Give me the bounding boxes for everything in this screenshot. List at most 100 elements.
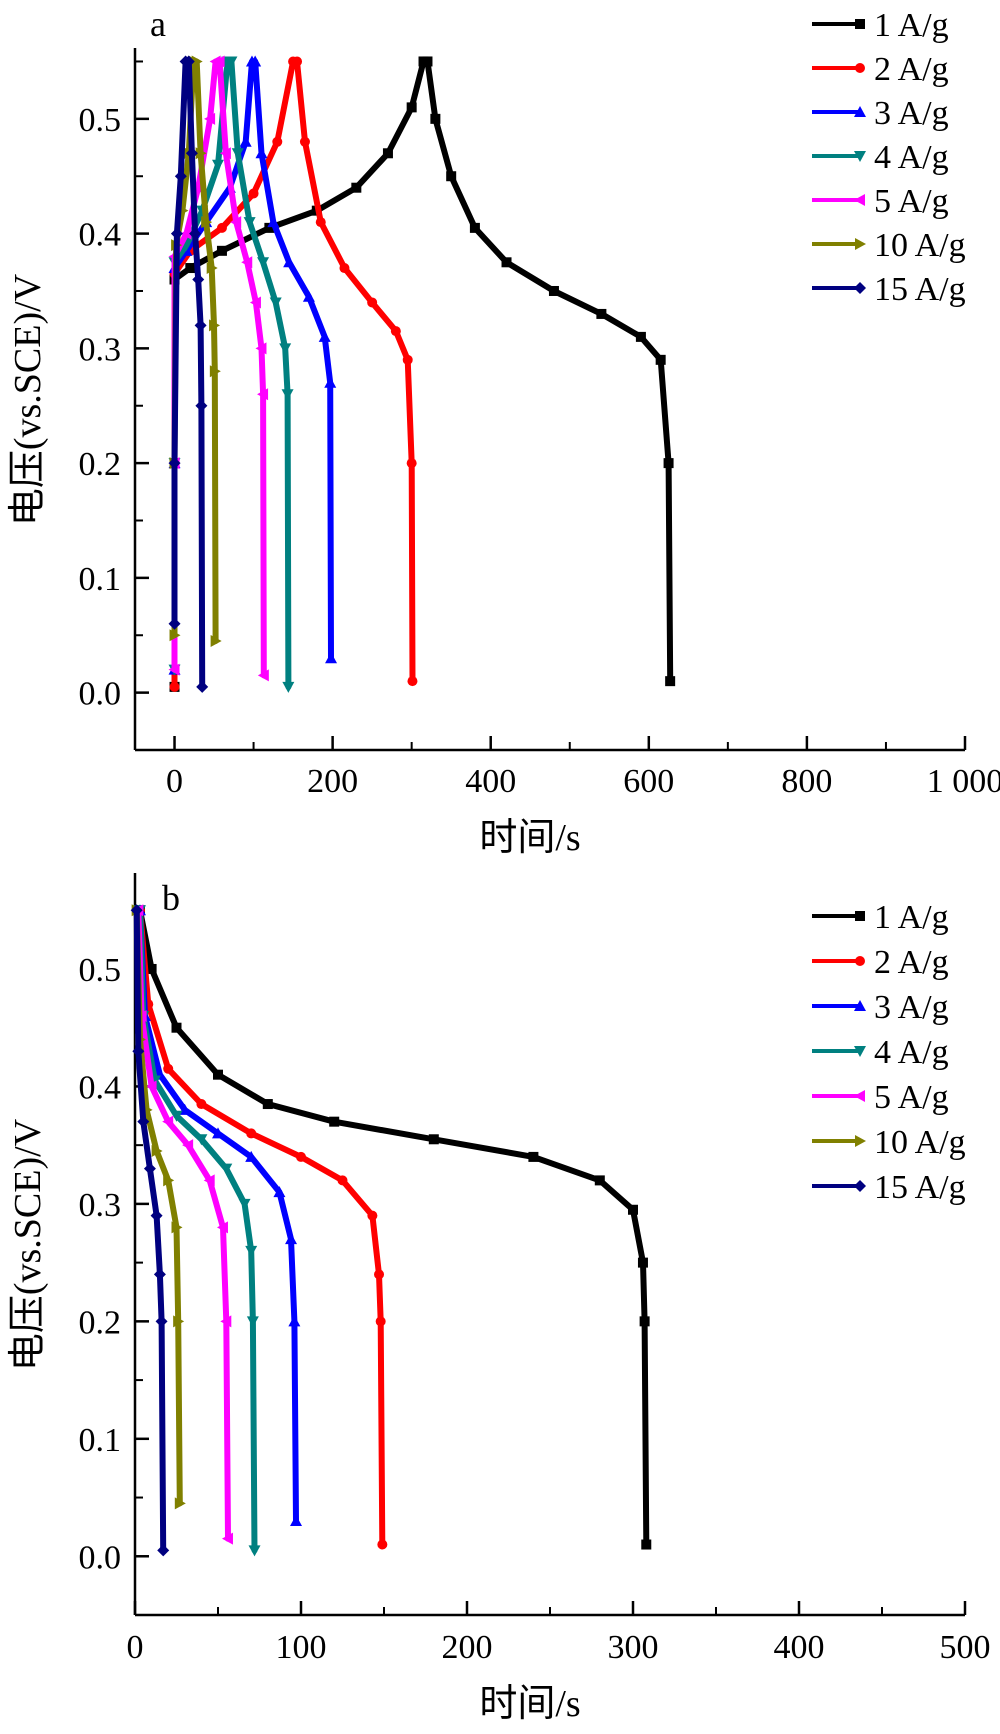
data-point <box>255 342 267 355</box>
data-point <box>180 227 192 240</box>
panel-label: b <box>162 878 180 918</box>
x-tick-label: 400 <box>465 763 516 800</box>
legend-entry: 4 A/g <box>812 139 949 176</box>
legend-label: 2 A/g <box>874 51 949 88</box>
data-point <box>171 1022 182 1033</box>
data-point <box>243 217 256 229</box>
legend-entry: 3 A/g <box>812 95 949 132</box>
data-point <box>665 676 676 687</box>
data-point <box>375 1316 386 1327</box>
data-point <box>639 1316 650 1327</box>
data-point <box>182 1139 194 1152</box>
series-line <box>137 907 650 1548</box>
y-tick-label: 0.2 <box>79 446 122 483</box>
legend-entry: 10 A/g <box>812 1124 966 1161</box>
data-point <box>257 388 269 401</box>
data-point <box>318 330 331 342</box>
data-point <box>377 1539 388 1550</box>
legend-label: 10 A/g <box>874 227 966 264</box>
data-point <box>262 1099 273 1110</box>
data-point <box>501 257 512 268</box>
data-point <box>213 55 225 68</box>
data-point <box>249 296 261 309</box>
data-point <box>170 227 183 240</box>
x-tick-label: 300 <box>608 1629 659 1666</box>
data-point <box>402 354 413 365</box>
legend-entry: 15 A/g <box>812 271 966 308</box>
data-point <box>248 1545 261 1557</box>
data-point <box>153 1268 166 1281</box>
data-point <box>170 1110 183 1122</box>
legend-label: 4 A/g <box>874 1034 949 1071</box>
data-point <box>168 457 181 470</box>
data-point <box>279 343 292 355</box>
data-point <box>182 55 195 68</box>
legend-marker <box>854 194 865 206</box>
data-point <box>196 1099 207 1110</box>
data-point <box>221 1532 233 1545</box>
data-point <box>212 1127 224 1139</box>
data-point <box>292 56 303 67</box>
data-point <box>195 147 207 160</box>
data-point <box>663 458 674 469</box>
data-point <box>337 1175 348 1186</box>
data-point <box>209 365 221 378</box>
data-point <box>246 1128 257 1139</box>
data-point <box>269 297 282 309</box>
data-point <box>216 222 227 233</box>
x-tick-label: 0 <box>127 1629 144 1666</box>
legend-label: 15 A/g <box>874 271 966 308</box>
data-point <box>257 257 270 269</box>
legend-marker <box>854 1000 866 1011</box>
data-point <box>406 102 417 113</box>
legend-label: 3 A/g <box>874 95 949 132</box>
legend-label: 5 A/g <box>874 183 949 220</box>
data-point <box>367 1210 378 1221</box>
series-2-a-g <box>134 905 388 1550</box>
x-tick-label: 200 <box>307 763 358 800</box>
legend-marker <box>854 1046 866 1057</box>
data-point <box>178 1103 191 1115</box>
legend-marker <box>854 106 866 117</box>
data-point <box>594 1175 605 1186</box>
y-tick-label: 0.3 <box>79 1187 122 1224</box>
legend-label: 10 A/g <box>874 1124 966 1161</box>
data-point <box>157 1544 170 1557</box>
data-point <box>189 227 202 240</box>
legend-marker <box>855 1135 866 1147</box>
data-point <box>285 1233 298 1245</box>
data-point <box>163 1063 174 1074</box>
data-point <box>194 319 207 332</box>
data-point <box>241 256 253 269</box>
panel-label: a <box>150 4 166 44</box>
series-line <box>171 58 206 690</box>
data-point <box>548 285 559 296</box>
data-point <box>168 617 181 630</box>
data-point <box>282 681 295 693</box>
data-point <box>213 1069 223 1080</box>
data-point <box>195 399 208 412</box>
data-point <box>272 136 283 147</box>
data-point <box>155 1315 168 1328</box>
x-tick-label: 100 <box>276 1629 327 1666</box>
data-point <box>216 1221 228 1234</box>
data-point <box>296 1151 306 1162</box>
x-tick-label: 1 000 <box>927 763 1000 800</box>
data-point <box>230 216 242 229</box>
series-line <box>133 907 167 1554</box>
series-line <box>171 58 674 690</box>
data-point <box>196 680 209 693</box>
x-tick-label: 0 <box>166 763 183 800</box>
data-point <box>150 1209 163 1222</box>
data-point <box>302 290 315 302</box>
data-point <box>195 1134 208 1146</box>
legend-marker <box>854 1180 866 1192</box>
data-point <box>210 634 222 647</box>
data-point <box>382 148 393 159</box>
y-tick-label: 0.5 <box>79 952 122 989</box>
data-point <box>283 256 296 268</box>
data-point <box>281 389 294 401</box>
data-point <box>407 676 418 687</box>
data-point <box>655 354 666 365</box>
